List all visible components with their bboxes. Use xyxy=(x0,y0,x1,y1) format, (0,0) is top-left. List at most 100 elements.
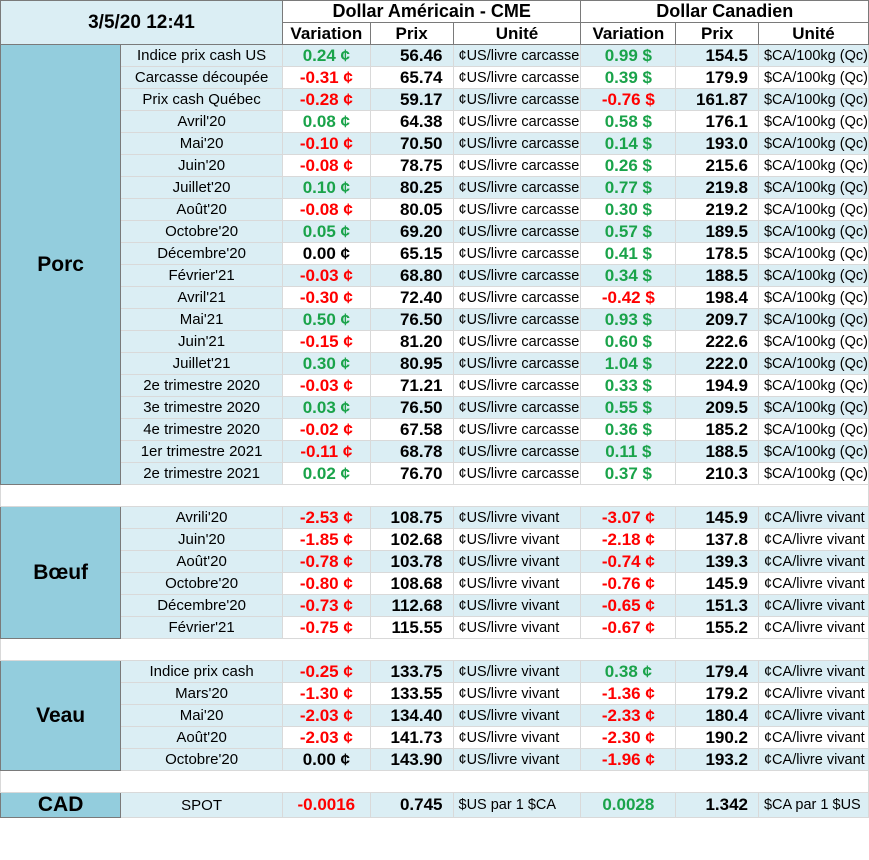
cad-variation: 0.41 $ xyxy=(580,242,677,265)
cad-price: 190.2 xyxy=(675,726,759,749)
usd-price: 76.70 xyxy=(369,462,454,485)
cad-price: 198.4 xyxy=(675,286,759,309)
usd-unit: ¢US/livre vivant xyxy=(452,660,582,683)
usd-unit: ¢US/livre carcasse xyxy=(452,308,582,331)
cad-price: 185.2 xyxy=(675,418,759,441)
usd-variation: -0.28 ¢ xyxy=(281,88,371,111)
row-label: Juin'21 xyxy=(120,330,283,353)
cad-variation: 0.33 $ xyxy=(580,374,677,397)
cad-variation: 0.14 $ xyxy=(580,132,677,155)
section-separator xyxy=(0,638,869,661)
usd-price: 59.17 xyxy=(369,88,454,111)
category-label: Bœuf xyxy=(0,506,122,639)
cad-price: 215.6 xyxy=(675,154,759,177)
table-row: Août'20 -0.08 ¢ 80.05 ¢US/livre carcasse 0.3… xyxy=(1,198,869,221)
separator-cell xyxy=(580,638,676,661)
separator-cell xyxy=(675,484,759,507)
usd-unit: ¢US/livre carcasse xyxy=(452,374,582,397)
cad-variation: -1.36 ¢ xyxy=(580,682,677,705)
cad-variation: 0.55 $ xyxy=(580,396,677,419)
table-row: Août'20 -0.78 ¢ 103.78 ¢US/livre vivant -0.7… xyxy=(1,550,869,573)
usd-variation-header: Variation xyxy=(281,22,371,45)
cad-variation: -3.07 ¢ xyxy=(580,506,677,529)
usd-variation: -0.73 ¢ xyxy=(281,594,371,617)
row-label: 4e trimestre 2020 xyxy=(120,418,283,441)
separator-cell xyxy=(453,770,581,793)
cad-unit: ¢CA/livre vivant xyxy=(757,726,869,749)
usd-price: 56.46 xyxy=(369,44,454,67)
table-row: Juillet'21 0.30 ¢ 80.95 ¢US/livre carcasse 1… xyxy=(1,352,869,375)
table-row: Décembre'20 -0.73 ¢ 112.68 ¢US/livre vivant… xyxy=(1,594,869,617)
separator-cell xyxy=(758,484,869,507)
cad-variation: 0.36 $ xyxy=(580,418,677,441)
usd-variation: -2.53 ¢ xyxy=(281,506,371,529)
usd-price: 76.50 xyxy=(369,308,454,331)
usd-price: 141.73 xyxy=(369,726,454,749)
usd-group-header: Dollar Américain - CME xyxy=(281,0,582,23)
separator-cell xyxy=(282,484,371,507)
row-label: Août'20 xyxy=(120,726,283,749)
cad-unit: $CA/100kg (Qc) xyxy=(757,198,869,221)
usd-unit: ¢US/livre vivant xyxy=(452,616,582,639)
usd-price: 108.68 xyxy=(369,572,454,595)
table-row: 1er trimestre 2021 -0.11 ¢ 68.78 ¢US/livre … xyxy=(1,440,869,463)
row-label: 3e trimestre 2020 xyxy=(120,396,283,419)
usd-variation: 0.02 ¢ xyxy=(281,462,371,485)
row-label: Mai'20 xyxy=(120,132,283,155)
cad-unit: $CA/100kg (Qc) xyxy=(757,176,869,199)
row-label: Avrili'20 xyxy=(120,506,283,529)
cad-price: 179.9 xyxy=(675,66,759,89)
usd-price: 76.50 xyxy=(369,396,454,419)
table-row: Porc Indice prix cash US 0.24 ¢ 56.46 ¢US/li… xyxy=(0,44,869,485)
cad-price: 209.5 xyxy=(675,396,759,419)
cad-price: 178.5 xyxy=(675,242,759,265)
cad-unit: $CA par 1 $US xyxy=(757,792,869,818)
table-row: Mai'20 -2.03 ¢ 134.40 ¢US/livre vivant -2.33… xyxy=(1,704,869,727)
usd-variation: 0.30 ¢ xyxy=(281,352,371,375)
cad-variation: 0.11 $ xyxy=(580,440,677,463)
usd-variation: -0.08 ¢ xyxy=(281,154,371,177)
table-row: CAD SPOT -0.0016 0.745 $US par 1 $CA 0.0028 1.… xyxy=(0,792,869,818)
row-label: SPOT xyxy=(120,792,283,818)
usd-variation: -1.85 ¢ xyxy=(281,528,371,551)
usd-variation: 0.00 ¢ xyxy=(281,748,371,771)
cad-price: 179.4 xyxy=(675,660,759,683)
table-row: 4e trimestre 2020 -0.02 ¢ 67.58 ¢US/livre c… xyxy=(1,418,869,441)
row-label: 2e trimestre 2020 xyxy=(120,374,283,397)
usd-price: 103.78 xyxy=(369,550,454,573)
cad-price: 193.2 xyxy=(675,748,759,771)
table-row: Juin'20 -0.08 ¢ 78.75 ¢US/livre carcasse 0.2… xyxy=(1,154,869,177)
cad-variation: -2.33 ¢ xyxy=(580,704,677,727)
usd-variation: 0.05 ¢ xyxy=(281,220,371,243)
usd-unit: ¢US/livre carcasse xyxy=(452,264,582,287)
cad-unit: $CA/100kg (Qc) xyxy=(757,264,869,287)
usd-unit: ¢US/livre carcasse xyxy=(452,242,582,265)
usd-unite-header: Unité xyxy=(452,22,582,45)
cad-unit: ¢CA/livre vivant xyxy=(757,682,869,705)
separator-cell xyxy=(282,638,371,661)
usd-variation: -0.15 ¢ xyxy=(281,330,371,353)
separator-cell xyxy=(370,484,453,507)
usd-unit: ¢US/livre carcasse xyxy=(452,418,582,441)
row-label: Juillet'20 xyxy=(120,176,283,199)
cad-variation: 0.0028 xyxy=(580,792,677,818)
usd-price: 78.75 xyxy=(369,154,454,177)
table-row: Carcasse découpée -0.31 ¢ 65.74 ¢US/livre c… xyxy=(1,66,869,89)
cad-variation: -0.67 ¢ xyxy=(580,616,677,639)
row-label: 1er trimestre 2021 xyxy=(120,440,283,463)
usd-price: 102.68 xyxy=(369,528,454,551)
cad-variation: -0.74 ¢ xyxy=(580,550,677,573)
table-row: Mars'20 -1.30 ¢ 133.55 ¢US/livre vivant -1.3… xyxy=(1,682,869,705)
cad-price: 154.5 xyxy=(675,44,759,67)
usd-variation: 0.24 ¢ xyxy=(281,44,371,67)
table-row: Octobre'20 0.05 ¢ 69.20 ¢US/livre carcasse 0… xyxy=(1,220,869,243)
cad-variation: 1.04 $ xyxy=(580,352,677,375)
cad-variation: -0.65 ¢ xyxy=(580,594,677,617)
usd-variation: -0.78 ¢ xyxy=(281,550,371,573)
table-row: Mai'20 -0.10 ¢ 70.50 ¢US/livre carcasse 0.14… xyxy=(1,132,869,155)
usd-price: 108.75 xyxy=(369,506,454,529)
cad-price: 179.2 xyxy=(675,682,759,705)
row-label: Octobre'20 xyxy=(120,748,283,771)
cad-price: 139.3 xyxy=(675,550,759,573)
cad-price: 180.4 xyxy=(675,704,759,727)
